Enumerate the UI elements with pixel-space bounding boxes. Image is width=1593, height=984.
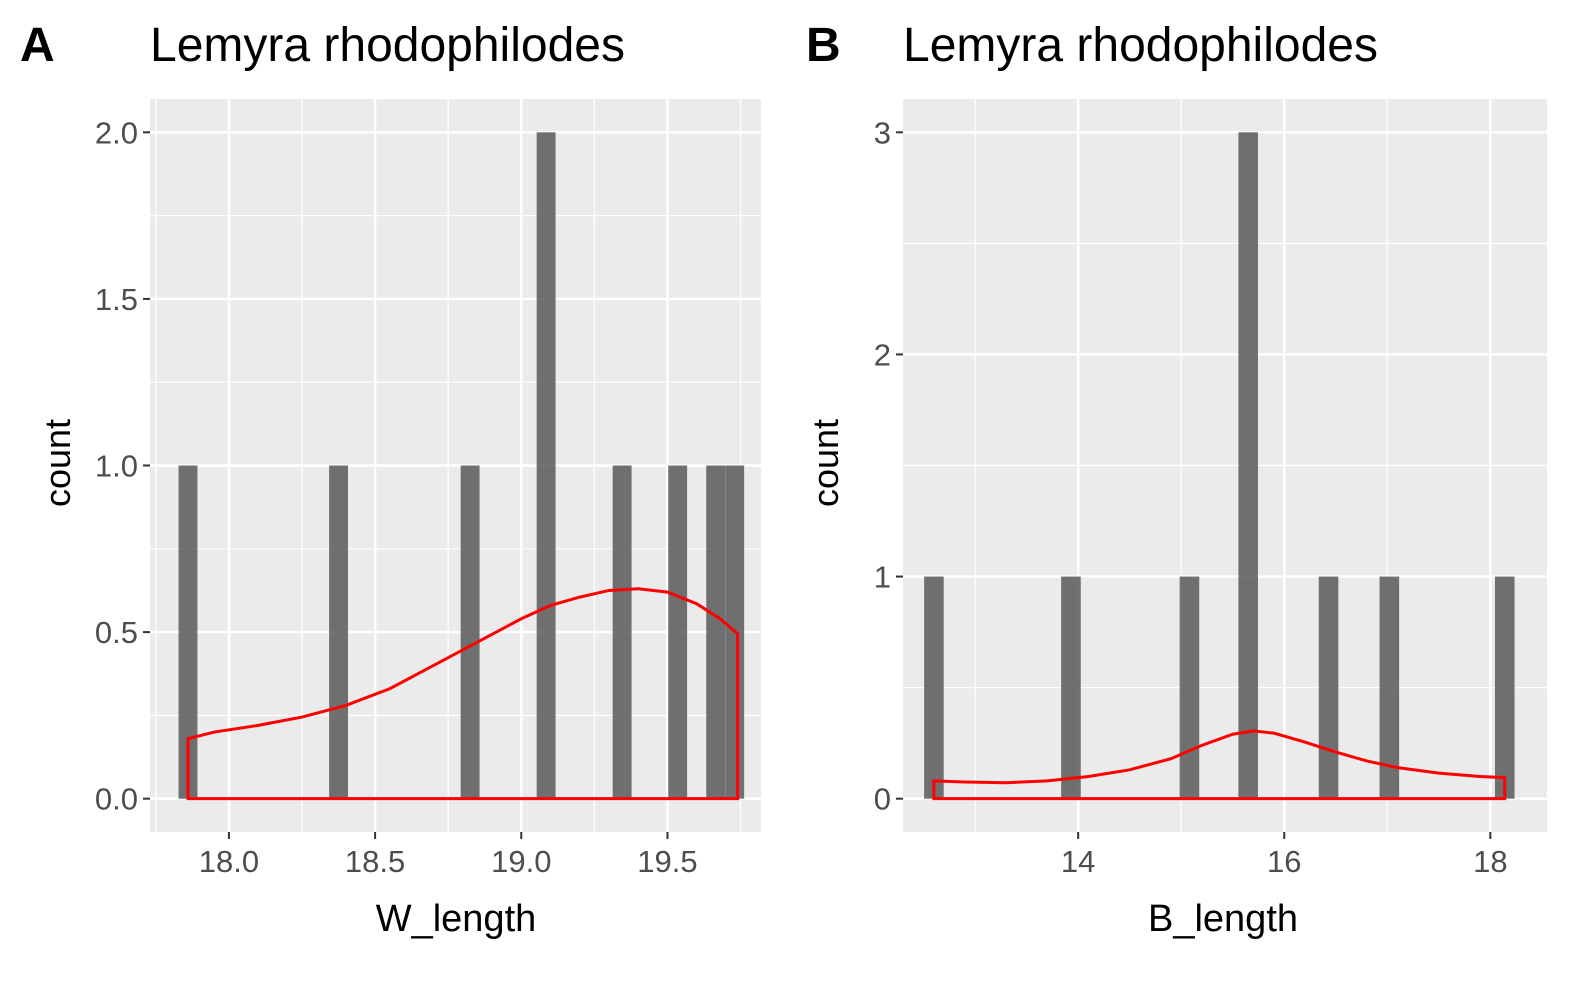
y-tick-label: 1.0 <box>95 449 138 484</box>
y-tick-label: 0.0 <box>95 782 138 817</box>
x-tick-label: 18 <box>1473 844 1507 879</box>
x-tick-label: 18.5 <box>345 844 405 879</box>
x-tick-label: 19.0 <box>491 844 551 879</box>
panel-letter: A <box>20 19 55 72</box>
x-axis-label: W_length <box>375 898 537 940</box>
panel-letter: B <box>806 19 841 72</box>
histogram-chart: 18.0 18.5 19.0 19.5 0.0 0.5 1.0 1.5 2.0 <box>95 99 761 879</box>
histogram-bar <box>1179 576 1200 799</box>
density-curve <box>932 729 1507 801</box>
x-tick-label: 14 <box>1061 844 1095 879</box>
histogram-bar <box>536 132 556 799</box>
histogram-bar <box>1061 576 1081 799</box>
x-tick-label: 16 <box>1267 844 1301 879</box>
chart-title: Lemyra rhodophilodes <box>903 19 1378 72</box>
histogram-bar <box>178 465 198 799</box>
histogram-bar <box>329 465 349 799</box>
histogram-bar <box>612 465 632 799</box>
panel-a: A Lemyra rhodophilodes count W_length 18… <box>0 0 790 984</box>
histogram-bar <box>924 576 944 799</box>
panel-b: B Lemyra rhodophilodes count B_length 14… <box>800 0 1593 984</box>
histogram-bar <box>1494 576 1515 799</box>
histogram-bar <box>706 465 726 799</box>
histogram-bar <box>460 465 480 799</box>
histogram-bar <box>1238 132 1258 799</box>
y-tick-label: 2.0 <box>95 115 138 150</box>
x-tick-label: 18.0 <box>199 844 259 879</box>
chart-title: Lemyra rhodophilodes <box>150 19 625 72</box>
y-tick-label: 2 <box>874 337 891 372</box>
density-curve <box>186 587 740 801</box>
x-axis-label: B_length <box>1147 898 1299 940</box>
y-tick-label: 1 <box>874 560 891 595</box>
y-tick-label: 3 <box>874 115 891 150</box>
histogram-chart: 14 16 18 0 1 2 3 <box>874 99 1547 879</box>
histogram-bar <box>668 465 688 799</box>
histogram-bar <box>1318 576 1339 799</box>
x-tick-label: 19.5 <box>637 844 697 879</box>
y-tick-label: 0.5 <box>95 615 138 650</box>
histogram-bar <box>1379 576 1400 799</box>
y-tick-label: 1.5 <box>95 282 138 317</box>
y-tick-label: 0 <box>874 782 891 817</box>
